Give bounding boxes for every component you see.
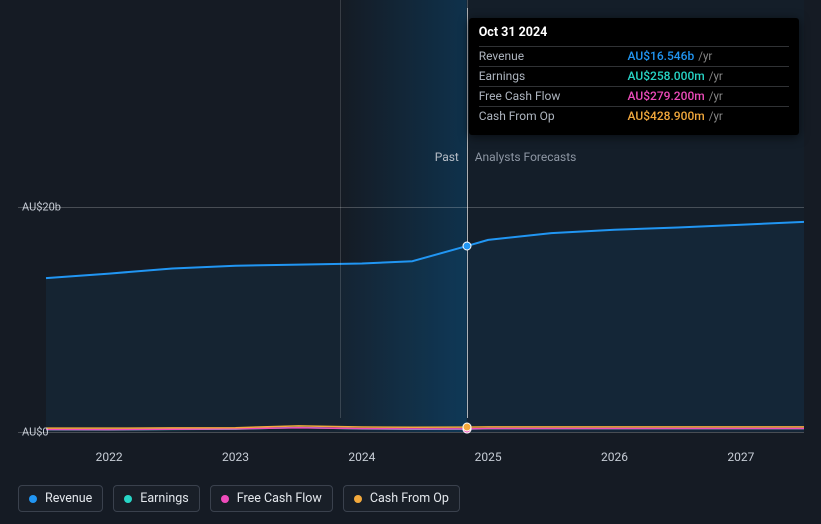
x-tick-label: 2023 [222, 450, 249, 464]
legend-label: Cash From Op [370, 491, 449, 506]
x-tick-label: 2027 [727, 450, 754, 464]
tooltip-row: Cash From OpAU$428.900m/yr [479, 107, 789, 127]
tooltip-row-value: AU$258.000m/yr [627, 66, 788, 86]
x-axis-labels: 2022 2023 2024 2025 2026 2027 [18, 450, 804, 470]
y-grid-line [18, 432, 804, 433]
x-tick-label: 2025 [475, 450, 502, 464]
y-grid-line [18, 207, 804, 208]
legend-item[interactable]: Earnings [113, 485, 199, 512]
legend-item[interactable]: Cash From Op [343, 485, 460, 512]
tooltip-row-value: AU$16.546b/yr [627, 46, 788, 66]
legend-dot [124, 495, 132, 503]
x-tick-label: 2026 [601, 450, 628, 464]
tooltip-row: EarningsAU$258.000m/yr [479, 66, 789, 86]
hover-marker [462, 423, 471, 432]
shade-left-edge [340, 0, 341, 418]
legend-dot [221, 495, 229, 503]
tooltip-row-value: AU$428.900m/yr [627, 107, 788, 127]
tooltip-row-label: Free Cash Flow [479, 87, 628, 107]
x-tick-label: 2022 [96, 450, 123, 464]
legend-dot [29, 495, 37, 503]
legend-label: Earnings [140, 491, 188, 506]
legend-item[interactable]: Revenue [18, 485, 103, 512]
legend-label: Revenue [45, 491, 92, 506]
x-tick-label: 2024 [348, 450, 375, 464]
hover-line [467, 8, 468, 418]
hover-tooltip: Oct 31 2024 RevenueAU$16.546b/yrEarnings… [469, 18, 799, 135]
tooltip-row: Free Cash FlowAU$279.200m/yr [479, 87, 789, 107]
tooltip-row-label: Cash From Op [479, 107, 628, 127]
earnings-forecast-chart: AU$20bAU$0 Past Analysts Forecasts 20222… [18, 0, 804, 470]
legend-dot [354, 495, 362, 503]
forecast-label: Analysts Forecasts [475, 150, 577, 164]
tooltip-row-label: Earnings [479, 66, 628, 86]
tooltip-date: Oct 31 2024 [479, 26, 789, 46]
legend-item[interactable]: Free Cash Flow [210, 485, 333, 512]
tooltip-row-label: Revenue [479, 46, 628, 66]
legend-label: Free Cash Flow [237, 491, 322, 506]
legend: Revenue Earnings Free Cash Flow Cash From O… [18, 485, 460, 512]
tooltip-row-value: AU$279.200m/yr [627, 87, 788, 107]
tooltip-row: RevenueAU$16.546b/yr [479, 46, 789, 66]
hover-marker [462, 242, 471, 251]
past-label: Past [435, 150, 459, 164]
